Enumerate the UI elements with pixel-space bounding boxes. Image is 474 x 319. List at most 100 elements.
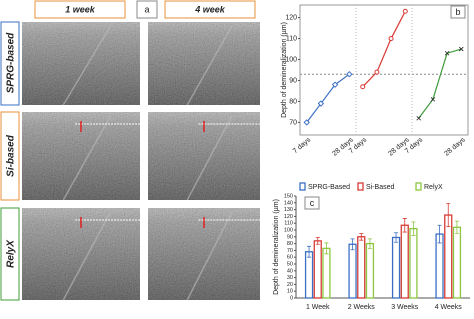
panel-label: c: [310, 198, 315, 208]
y-tick-label: 140: [284, 200, 293, 206]
marker: [317, 100, 325, 107]
oct-noise: [22, 22, 140, 105]
marker: [303, 119, 310, 126]
error-bar: [359, 233, 364, 241]
error-bar: [367, 238, 372, 249]
legend-swatch: [357, 182, 364, 191]
bar: [391, 236, 401, 299]
y-tick-label: 60: [287, 255, 293, 261]
oct-edge: [62, 115, 112, 201]
oct-noise: [148, 22, 260, 105]
row-box: [0, 207, 20, 301]
line: [306, 73, 350, 123]
y-tick-label: 70: [287, 248, 293, 254]
x-tick-label: 4 Weeks: [435, 304, 463, 311]
charts: Depth of demineralization (µm)b708090100…: [273, 4, 470, 311]
panel-label: b: [455, 7, 460, 17]
marker: [360, 84, 366, 90]
y-tick-label: 0: [290, 295, 293, 301]
x-tick-label: 7 days: [292, 136, 313, 155]
error-bar: [394, 232, 399, 243]
marker: [388, 36, 394, 42]
y-tick-label: 90: [289, 77, 297, 84]
y-tick-label: 120: [285, 14, 297, 21]
panel-box: [450, 5, 466, 19]
y-tick-label: 130: [284, 207, 293, 213]
error-bar: [437, 224, 442, 244]
oct-images: [22, 22, 260, 301]
oct-edge: [62, 211, 112, 301]
error-bar: [350, 238, 355, 251]
error-bar: [402, 218, 407, 233]
y-axis-label: Depth of demineralization (µm): [273, 199, 280, 295]
bar: [365, 242, 375, 299]
error-bar: [307, 245, 312, 258]
oct-edge: [186, 115, 233, 201]
column-box: [34, 0, 126, 19]
legend-swatch: [415, 182, 422, 191]
marker: [430, 97, 436, 102]
marker: [458, 46, 464, 52]
x-tick-label: 1 Week: [306, 304, 330, 311]
y-tick-label: 90: [287, 234, 293, 240]
y-tick-label: 110: [286, 35, 297, 42]
bar: [452, 226, 462, 299]
y-tick-label: 20: [287, 282, 293, 288]
plot-area: [299, 4, 469, 136]
column-label: 4 week: [194, 4, 226, 14]
y-tick-label: 10: [287, 289, 293, 295]
bar: [348, 243, 357, 299]
marker: [331, 81, 339, 88]
y-tick-label: 40: [287, 268, 293, 274]
x-tick-label: 28 days: [443, 136, 467, 157]
marker: [444, 50, 450, 56]
column-label: 1 week: [65, 4, 96, 14]
marker: [346, 70, 353, 78]
error-bar: [315, 237, 320, 245]
panel-box: [304, 196, 320, 210]
row-label: SPRG-based: [6, 32, 17, 93]
y-axis-label: Depth of demineralization (µm): [281, 22, 288, 118]
bar: [313, 240, 322, 299]
y-tick-label: 100: [285, 56, 297, 63]
panel-box: [136, 0, 158, 19]
bar: [444, 214, 453, 299]
oct-edge: [186, 211, 233, 301]
line: [362, 11, 406, 88]
legend-swatch: [299, 182, 306, 191]
error-bar: [454, 220, 459, 234]
y-tick-label: 110: [284, 221, 293, 227]
bar: [304, 251, 314, 299]
y-tick-label: 80: [287, 241, 293, 247]
x-tick-label: 2 Weeks: [348, 304, 376, 311]
oct-edge: [62, 25, 112, 106]
bar: [322, 247, 331, 299]
marker: [374, 69, 380, 75]
y-tick-label: 50: [287, 261, 293, 267]
legend-label: SPRG-Based: [308, 184, 350, 191]
y-tick-label: 30: [287, 275, 293, 281]
bar: [435, 233, 444, 299]
marker: [416, 115, 422, 121]
y-tick-label: 120: [284, 214, 293, 220]
oct-edge: [186, 25, 233, 106]
y-tick-label: 70: [289, 119, 297, 126]
row-label: Si-based: [6, 134, 17, 177]
column-box: [164, 0, 256, 19]
legend-label: Si-Based: [366, 184, 395, 191]
bar: [357, 236, 366, 299]
row-box: [0, 111, 20, 201]
line: [418, 48, 462, 119]
x-tick-label: 3 Weeks: [391, 304, 419, 311]
bar: [409, 227, 418, 299]
legend-label: RelyX: [424, 184, 443, 191]
row-box: [0, 21, 20, 106]
marker: [402, 8, 408, 14]
y-tick-label: 80: [289, 98, 297, 105]
row-label: RelyX: [6, 239, 17, 268]
bar: [400, 224, 409, 299]
error-bar: [324, 242, 329, 255]
plot-area: [296, 196, 470, 298]
panel-label: a: [144, 4, 149, 14]
